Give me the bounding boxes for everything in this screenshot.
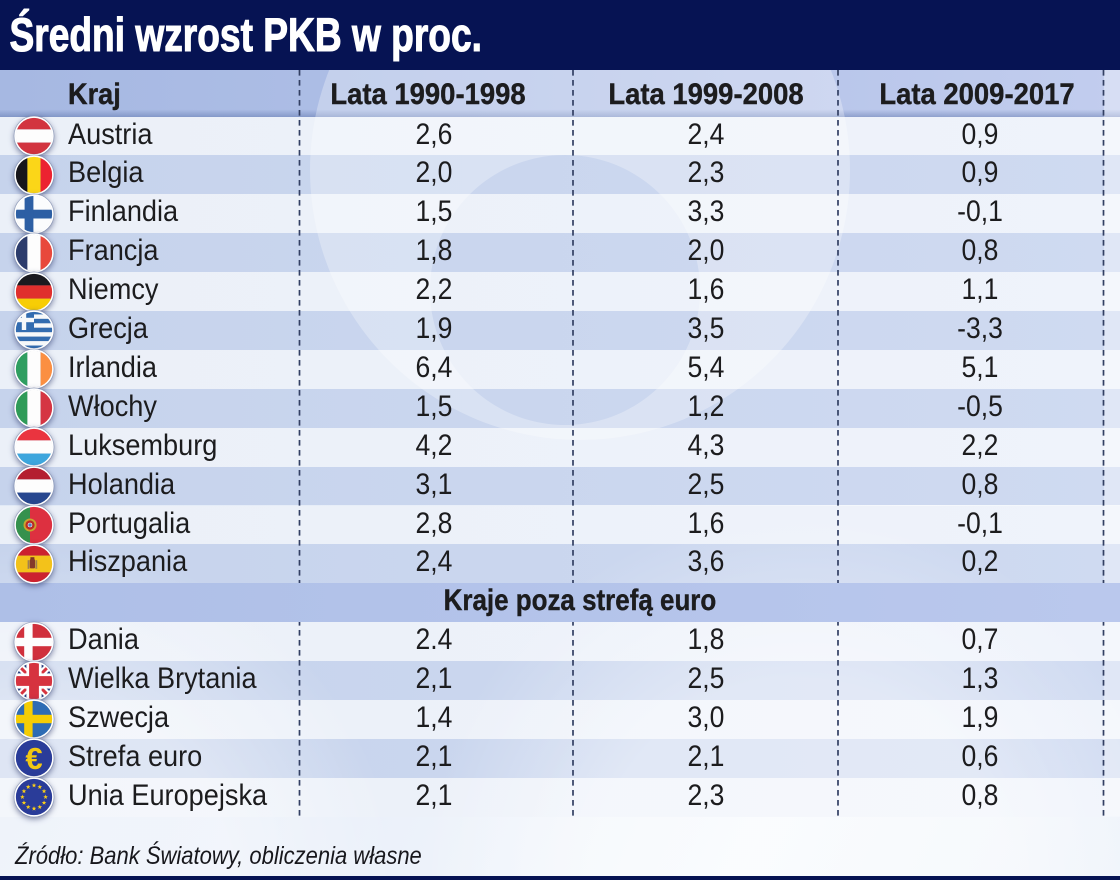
svg-text:€: € — [25, 741, 42, 776]
